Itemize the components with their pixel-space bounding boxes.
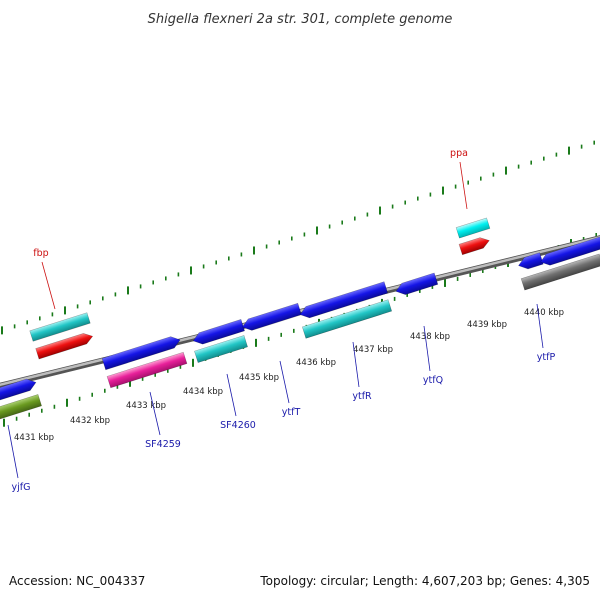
blue-feature [101,336,181,371]
gray-feature [520,253,600,291]
blue-feature [242,302,302,331]
gene-label-fbp: fbp [33,248,48,259]
gene-leader-line [7,424,19,479]
blue-feature [299,281,389,319]
kbp-scale-label: 4438 kbp [410,332,450,342]
kbp-scale-label: 4439 kbp [467,320,507,330]
upper-tick-row [1,140,596,335]
gene-features [0,217,600,422]
tick-rows [1,140,598,427]
gene-label-sf4260: SF4260 [220,420,256,431]
kbp-scale-label: 4433 kbp [126,401,166,411]
gene-label-sf4259: SF4259 [145,439,181,450]
cyan-feature [301,299,393,339]
kbp-scale-label: 4431 kbp [14,433,54,443]
gene-labels: fbp ppa yjfG SF4259 SF4260 ytfT ytfR ytfQ ytfP [7,148,556,493]
magenta-feature [106,351,188,389]
gene-leader-line [279,360,290,404]
gene-leader-line [41,261,56,310]
kbp-scale-label: 4435 kbp [239,373,279,383]
blue-feature [540,235,600,266]
red-feature [458,237,490,256]
kbp-scale-label: 4432 kbp [70,416,110,426]
cyan-feature [29,312,91,342]
kbp-scale-label: 4434 kbp [183,387,223,397]
gene-label-ytft: ytfT [282,407,301,418]
gene-label-yjfg: yjfG [12,482,31,493]
gene-label-ppa: ppa [450,148,468,159]
gene-label-ytfp: ytfP [537,352,556,363]
blue-feature [0,378,37,402]
gene-label-ytfr: ytfR [352,391,372,402]
kbp-scale-label: 4437 kbp [353,345,393,355]
olive-feature [0,394,42,422]
kbp-scale: 4431 kbp 4432 kbp 4433 kbp 4434 kbp 4435 kbp… [14,308,564,443]
gene-leader-line [149,391,161,436]
kbp-scale-label: 4436 kbp [296,358,336,368]
gene-leader-line [536,303,544,349]
kbp-scale-label: 4440 kbp [524,308,564,318]
gene-leader-line [352,341,360,388]
cyan-feature [194,335,248,363]
red-feature [35,333,94,360]
accession-text: Accession: NC_004337 [9,574,146,588]
cyan-feature [455,217,491,239]
map-title: Shigella flexneri 2a str. 301, complete … [148,12,453,27]
gene-label-ytfq: ytfQ [423,375,443,386]
gene-leader-line [226,373,237,417]
blue-feature [395,272,439,295]
blue-feature [192,319,245,345]
gene-leader-line [423,325,431,372]
gene-leader-line [459,161,468,210]
genome-summary: Topology: circular; Length: 4,607,203 bp… [260,574,590,588]
